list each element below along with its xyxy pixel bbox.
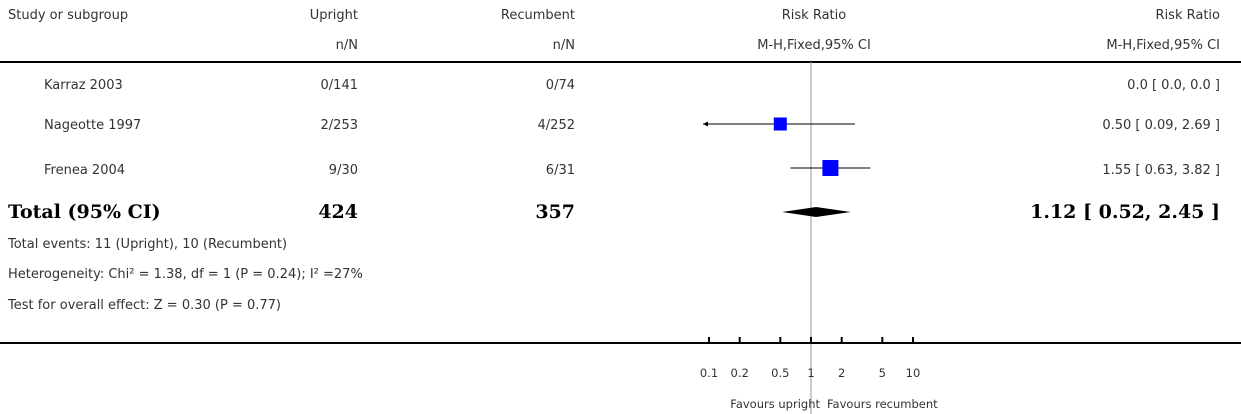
x-tick-label-3: 1: [807, 366, 814, 380]
total-g2: 357: [535, 201, 575, 223]
x-tick-label-4: 2: [838, 366, 845, 380]
x-tick-label-5: 5: [879, 366, 886, 380]
point-estimate-1: [773, 117, 787, 131]
x-tick-label-1: 0.2: [731, 366, 749, 380]
study-rr-1: 0.50 [ 0.09, 2.69 ]: [1102, 118, 1220, 133]
total-events-note: Total events: 11 (Upright), 10 (Recumben…: [8, 237, 288, 252]
total-rr: 1.12 [ 0.52, 2.45 ]: [1030, 201, 1220, 223]
header-group1: Upright: [309, 8, 358, 23]
study-name-0: Karraz 2003: [44, 78, 123, 93]
x-tick-label-0: 0.1: [700, 366, 718, 380]
subheader-method-text: M-H,Fixed,95% CI: [1106, 38, 1220, 53]
header-effect-plot: Risk Ratio: [781, 8, 847, 23]
heterogeneity-note: Heterogeneity: Chi² = 1.38, df = 1 (P = …: [8, 267, 363, 282]
overall-effect-note: Test for overall effect: Z = 0.30 (P = 0…: [8, 298, 281, 313]
total-g1: 424: [318, 201, 358, 223]
study-g2-0: 0/74: [545, 78, 575, 93]
point-estimate-2: [822, 160, 839, 176]
header-rule: [0, 61, 1241, 63]
header-group2: Recumbent: [500, 8, 575, 23]
pooled-diamond: [782, 207, 851, 217]
favours-right-label: Favours recumbent: [827, 397, 938, 411]
study-rr-2: 1.55 [ 0.63, 3.82 ]: [1102, 163, 1220, 178]
header-study: Study or subgroup: [8, 8, 129, 23]
study-g2-1: 4/252: [537, 118, 575, 133]
x-tick-label-2: 0.5: [771, 366, 789, 380]
study-name-1: Nageotte 1997: [44, 118, 142, 133]
subheader-group1: n/N: [335, 38, 358, 53]
study-g1-1: 2/253: [320, 118, 358, 133]
study-g2-2: 6/31: [545, 163, 575, 178]
total-label: Total (95% CI): [8, 201, 161, 223]
subheader-method-plot: M-H,Fixed,95% CI: [757, 38, 871, 53]
study-g1-0: 0/141: [320, 78, 358, 93]
study-rr-0: 0.0 [ 0.0, 0.0 ]: [1127, 78, 1220, 93]
x-tick-label-6: 10: [906, 366, 921, 380]
study-name-2: Frenea 2004: [44, 163, 126, 178]
subheader-group2: n/N: [552, 38, 575, 53]
favours-left-label: Favours upright: [730, 397, 820, 411]
bottom-rule: [0, 342, 1241, 344]
study-g1-2: 9/30: [328, 163, 358, 178]
ci-arrow-1: [703, 121, 708, 127]
header-effect-text: Risk Ratio: [1155, 8, 1220, 23]
